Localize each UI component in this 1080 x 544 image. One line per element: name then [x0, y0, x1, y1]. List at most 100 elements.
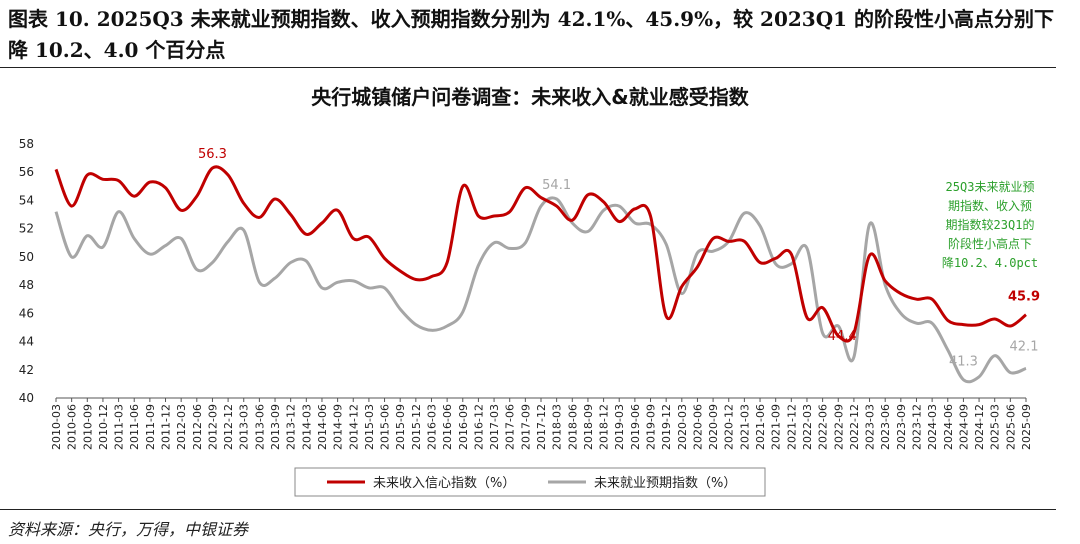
- y-tick-label: 50: [19, 250, 34, 264]
- x-tick-label: 2014-06: [316, 404, 329, 450]
- x-tick-label: 2010-12: [97, 404, 110, 450]
- x-tick-label: 2024-06: [942, 404, 955, 450]
- x-tick-label: 2022-12: [848, 404, 861, 450]
- x-tick-label: 2023-06: [879, 404, 892, 450]
- line-chart: 央行城镇储户问卷调查：未来收入&就业感受指数 40 42 44 46 48 50 52 54 5…: [19, 85, 1040, 497]
- x-tick-label: 2015-09: [394, 404, 407, 450]
- y-tick-label: 40: [19, 391, 34, 405]
- x-axis: 2010-03 2010-06 2010-09 2010-12 2011-03 2011-…: [50, 397, 1033, 450]
- x-tick-label: 2012-12: [222, 404, 235, 450]
- x-tick-label: 2015-03: [363, 404, 376, 450]
- x-tick-label: 2023-03: [864, 404, 877, 450]
- income-confidence-line: [54, 165, 1027, 343]
- x-tick-label: 2017-09: [519, 404, 532, 450]
- x-tick-label: 2016-06: [441, 404, 454, 450]
- x-tick-label: 2023-09: [895, 404, 908, 450]
- data-label: 42.1: [1010, 339, 1039, 354]
- x-tick-label: 2014-09: [332, 404, 345, 450]
- annotation-line: 期指数、收入预: [948, 198, 1032, 213]
- x-tick-label: 2013-06: [253, 404, 266, 450]
- annotation-line: 阶段性小高点下: [948, 236, 1032, 251]
- x-tick-label: 2013-12: [285, 404, 298, 450]
- x-tick-label: 2018-06: [566, 404, 579, 450]
- x-tick-label: 2023-12: [910, 404, 923, 450]
- x-tick-label: 2015-06: [379, 404, 392, 450]
- x-tick-label: 2022-03: [801, 404, 814, 450]
- x-tick-label: 2012-06: [191, 404, 204, 450]
- annotation-line: 期指数较23Q1的: [946, 217, 1035, 232]
- employment-expectation-line: [54, 196, 1027, 384]
- legend-label-employment: 未来就业预期指数（%）: [594, 476, 736, 491]
- x-tick-label: 2021-12: [785, 404, 798, 450]
- x-tick-label: 2018-12: [598, 404, 611, 450]
- legend-label-income: 未来收入信心指数（%）: [373, 476, 515, 491]
- x-tick-label: 2017-06: [504, 404, 517, 450]
- x-tick-label: 2022-06: [817, 404, 830, 450]
- series-layer: [54, 165, 1027, 384]
- x-tick-label: 2017-03: [488, 404, 501, 450]
- x-tick-label: 2018-09: [582, 404, 595, 450]
- x-tick-label: 2019-06: [629, 404, 642, 450]
- x-tick-label: 2021-03: [738, 404, 751, 450]
- x-tick-label: 2011-12: [160, 404, 173, 450]
- x-tick-label: 2016-03: [425, 404, 438, 450]
- x-tick-label: 2020-12: [723, 404, 736, 450]
- legend-frame: [294, 467, 766, 497]
- annotation-line: 25Q3未来就业预: [946, 180, 1035, 194]
- y-tick-label: 42: [19, 363, 34, 377]
- x-tick-label: 2022-09: [832, 404, 845, 450]
- x-tick-label: 2019-03: [613, 404, 626, 450]
- data-label: 44.4: [828, 329, 857, 344]
- x-tick-label: 2025-09: [1020, 404, 1033, 450]
- y-tick-label: 44: [19, 335, 34, 349]
- x-tick-label: 2021-06: [754, 404, 767, 450]
- x-tick-label: 2014-12: [347, 404, 360, 450]
- y-axis: 40 42 44 46 48 50 52 54 56 58: [19, 137, 34, 405]
- x-tick-label: 2010-09: [81, 404, 94, 450]
- x-tick-label: 2017-12: [535, 404, 548, 450]
- x-tick-label: 2010-06: [66, 404, 79, 450]
- x-tick-label: 2011-03: [113, 404, 126, 450]
- bottom-rule: [0, 509, 1056, 510]
- x-tick-label: 2024-03: [926, 404, 939, 450]
- top-rule: [0, 67, 1056, 68]
- y-tick-label: 52: [19, 222, 34, 236]
- x-tick-label: 2014-03: [300, 404, 313, 450]
- x-tick-label: 2019-09: [645, 404, 658, 450]
- x-tick-label: 2020-06: [691, 404, 704, 450]
- annotation-note: 25Q3未来就业预期指数、收入预期指数较23Q1的阶段性小高点下降10.2、4.…: [942, 180, 1038, 270]
- x-tick-label: 2024-09: [957, 404, 970, 450]
- y-tick-label: 56: [19, 165, 34, 179]
- x-tick-label: 2012-03: [175, 404, 188, 450]
- x-tick-label: 2021-09: [770, 404, 783, 450]
- x-tick-label: 2010-03: [50, 404, 63, 450]
- x-tick-label: 2013-03: [238, 404, 251, 450]
- data-label: 56.3: [198, 147, 227, 162]
- data-label: 45.9: [1008, 290, 1040, 305]
- annotation-line: 降10.2、4.0pct: [942, 256, 1038, 270]
- x-tick-label: 2025-06: [1004, 404, 1017, 450]
- chart-title: 央行城镇储户问卷调查：未来收入&就业感受指数: [311, 85, 749, 109]
- figure-title: 图表 10. 2025Q3 未来就业预期指数、收入预期指数分别为 42.1%、4…: [8, 7, 1055, 62]
- data-label: 54.1: [542, 178, 571, 193]
- data-label: 41.3: [949, 355, 978, 370]
- x-tick-label: 2011-09: [144, 404, 157, 450]
- data-labels: 56.3 44.4 45.9 54.1 41.3 42.1: [198, 147, 1040, 370]
- x-tick-label: 2016-09: [457, 404, 470, 450]
- y-tick-label: 58: [19, 137, 34, 151]
- x-tick-label: 2020-03: [676, 404, 689, 450]
- x-tick-label: 2013-09: [269, 404, 282, 450]
- x-tick-label: 2011-06: [128, 404, 141, 450]
- x-tick-label: 2025-03: [989, 404, 1002, 450]
- x-tick-label: 2019-12: [660, 404, 673, 450]
- y-tick-label: 54: [19, 193, 34, 207]
- x-tick-label: 2016-12: [472, 404, 485, 450]
- x-tick-label: 2018-03: [551, 404, 564, 450]
- x-tick-label: 2024-12: [973, 404, 986, 450]
- y-tick-label: 48: [19, 278, 34, 292]
- x-tick-label: 2015-12: [410, 404, 423, 450]
- legend: 未来收入信心指数（%） 未来就业预期指数（%）: [294, 467, 766, 497]
- y-tick-label: 46: [19, 306, 34, 320]
- x-tick-label: 2020-09: [707, 404, 720, 450]
- source-note: 资料来源：央行，万得，中银证券: [8, 520, 249, 539]
